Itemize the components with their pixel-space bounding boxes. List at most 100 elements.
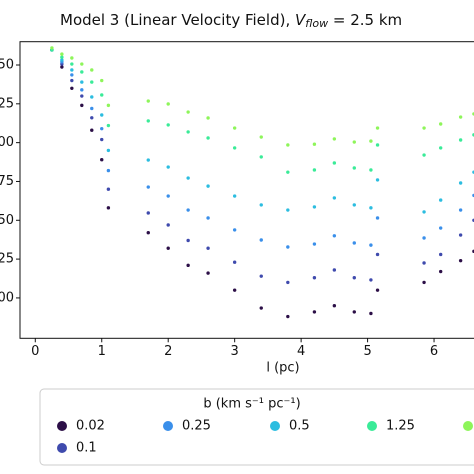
- data-point: [312, 168, 317, 172]
- data-point: [90, 106, 94, 111]
- data-point: [106, 168, 111, 173]
- data-point: [369, 311, 373, 316]
- title-symbol: V: [295, 11, 307, 29]
- x-tick-label: 5: [363, 344, 371, 359]
- data-point: [166, 123, 170, 127]
- data-point: [286, 314, 290, 319]
- data-point: [458, 138, 463, 142]
- data-point: [166, 165, 170, 169]
- data-point: [206, 271, 210, 275]
- data-point: [206, 136, 210, 140]
- title-text: Model 3 (Linear Velocity Field),: [60, 11, 295, 29]
- legend-marker: [163, 421, 173, 431]
- data-point: [146, 185, 150, 189]
- data-point: [232, 288, 237, 292]
- plot-frame: [19, 41, 474, 339]
- data-point: [60, 52, 64, 56]
- data-point: [100, 158, 104, 162]
- data-point: [458, 258, 463, 263]
- data-point: [106, 148, 111, 153]
- data-point: [146, 231, 150, 235]
- data-point: [100, 78, 104, 83]
- data-point: [166, 223, 170, 227]
- data-point: [312, 242, 317, 246]
- data-point: [232, 260, 237, 264]
- data-point: [80, 80, 84, 84]
- data-point: [146, 119, 150, 123]
- data-point: [206, 184, 210, 188]
- y-tick-label: 125: [0, 252, 14, 267]
- data-point: [100, 126, 104, 131]
- data-point: [186, 238, 190, 243]
- data-point: [312, 142, 317, 146]
- data-point: [422, 280, 426, 285]
- data-point: [259, 203, 263, 207]
- data-point: [375, 216, 380, 220]
- x-tick-label: 6: [430, 344, 438, 359]
- data-point: [332, 303, 337, 308]
- data-point: [100, 113, 104, 117]
- data-point: [206, 246, 210, 250]
- data-point: [186, 130, 190, 134]
- data-point: [80, 94, 84, 98]
- data-point: [352, 241, 356, 245]
- data-point: [186, 208, 190, 212]
- data-point: [70, 86, 74, 90]
- title-rest: = 2.5 km: [328, 11, 402, 29]
- data-point: [422, 261, 426, 265]
- data-point: [106, 123, 111, 128]
- data-point: [332, 196, 337, 200]
- data-point: [186, 176, 190, 180]
- y-tick-label: 200: [0, 135, 14, 150]
- data-point: [438, 269, 443, 274]
- data-point: [70, 73, 74, 77]
- data-point: [352, 166, 356, 170]
- y-tick-label: 175: [0, 174, 14, 189]
- data-point: [90, 128, 94, 132]
- data-point: [166, 246, 170, 250]
- data-point: [80, 70, 84, 74]
- data-point: [60, 58, 64, 62]
- legend-marker: [57, 443, 67, 453]
- legend-label: 0.25: [182, 419, 211, 434]
- data-point: [458, 115, 463, 119]
- data-point: [106, 187, 111, 191]
- data-point: [352, 203, 356, 207]
- data-point: [438, 122, 443, 126]
- data-point: [375, 178, 380, 182]
- data-point: [332, 268, 337, 272]
- data-point: [369, 139, 373, 143]
- data-point: [232, 228, 237, 232]
- data-point: [146, 158, 150, 162]
- legend-marker: [270, 421, 280, 431]
- data-point: [375, 143, 380, 147]
- data-point: [352, 276, 356, 280]
- data-point: [312, 310, 317, 314]
- data-point: [146, 211, 150, 215]
- y-tick-label: 250: [0, 57, 14, 72]
- x-tick-label: 2: [164, 344, 172, 359]
- data-point: [422, 126, 426, 130]
- data-point: [232, 126, 237, 130]
- legend-label: 0.5: [289, 419, 310, 434]
- data-point: [369, 206, 373, 210]
- data-point: [232, 194, 237, 198]
- data-point: [422, 210, 426, 214]
- data-point: [90, 95, 94, 99]
- data-point: [369, 278, 373, 282]
- data-point: [60, 65, 64, 69]
- data-point: [70, 78, 74, 83]
- x-tick-label: 1: [98, 344, 106, 359]
- data-point: [259, 274, 263, 278]
- x-axis-label: l (pc): [266, 361, 299, 376]
- legend-marker: [57, 421, 67, 431]
- data-point: [332, 234, 337, 238]
- data-point: [70, 68, 74, 72]
- data-point: [259, 306, 263, 310]
- data-point: [312, 205, 317, 209]
- data-point: [232, 146, 237, 150]
- legend-marker: [463, 421, 473, 431]
- x-tick-label: 3: [231, 344, 239, 359]
- data-point: [438, 226, 443, 230]
